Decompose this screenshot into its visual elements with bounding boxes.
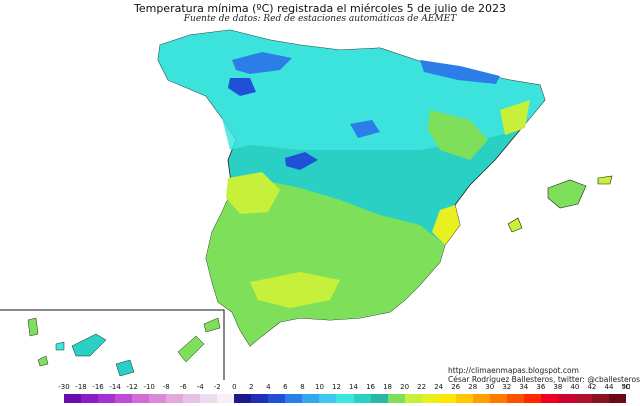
legend-swatch [540,394,559,403]
map-title: Temperatura mínima (ºC) registrada el mi… [133,2,507,15]
tenerife [71,333,107,357]
legend-tick: 8 [300,383,305,391]
legend-unit: ºC [622,383,631,391]
legend-swatch [506,394,525,403]
legend-tick: -18 [75,383,87,391]
mallorca [547,179,587,209]
legend-tick: 24 [434,383,444,391]
warm-extremadura [226,172,280,214]
legend-tick: 14 [349,383,358,391]
legend-swatch [183,394,201,403]
map-subtitle: Fuente de datos: Red de estaciones autom… [183,14,457,24]
legend-swatch [98,394,116,403]
legend-tick: 38 [553,383,563,391]
credit-url: http://climaenmapas.blogspot.com [448,366,579,375]
legend-swatch [370,394,389,403]
legend-swatch [574,394,593,403]
legend-swatch [336,394,354,403]
legend-swatch [438,394,457,403]
legend-swatch [285,394,303,403]
north-band [158,30,545,150]
legend-tick: -6 [179,383,187,391]
legend-swatch [608,394,627,403]
legend-tick: 36 [536,383,546,391]
legend-tick: -12 [126,383,138,391]
legend-tick: 22 [417,383,427,391]
cold-iberico [350,120,380,138]
legend-tick: 30 [485,383,495,391]
legend-tick: 26 [451,383,461,391]
cold-central [285,152,318,170]
legend-swatch [132,394,150,403]
legend-swatch [557,394,576,403]
warm-catalonia [500,100,530,135]
legend-tick: 44 [604,383,614,391]
legend-swatch [302,394,320,403]
legend-swatch [200,394,218,403]
warm-guadalquivir [250,272,340,308]
color-legend: -30 -18 -16 -14 -12 -10 -8 -6 -4 -2 0 2 4 6 8 10 12 14 16 1… [56,383,634,405]
legend-swatch [234,394,252,403]
warm-south [206,180,445,346]
credit: http://climaenmapas.blogspot.com César R… [448,366,640,384]
la-gomera [55,341,65,351]
legend-swatch [251,394,269,403]
legend-tick: -16 [92,383,104,391]
legend-tick: 42 [587,383,597,391]
legend-tick: 28 [468,383,478,391]
legend-tick: 18 [383,383,393,391]
lanzarote [203,317,221,333]
legend-swatch [404,394,423,403]
legend-swatch [217,394,235,403]
legend-swatch [149,394,167,403]
legend-tick: 34 [519,383,529,391]
menorca [597,175,613,185]
canary-inset-frame [0,309,225,380]
legend-swatch [353,394,372,403]
warm-east-coast [432,205,460,245]
legend-swatch [421,394,440,403]
legend-tick: 4 [266,383,271,391]
fuerteventura [177,335,205,363]
legend-tick: -2 [213,383,221,391]
legend-swatch [115,394,133,403]
legend-tick: 32 [502,383,512,391]
cold-cantabrian [232,52,292,74]
legend-tick: 12 [332,383,341,391]
legend-swatch [523,394,542,403]
legend-tick: 40 [570,383,580,391]
legend-tick: 10 [314,383,324,391]
legend-swatch [591,394,610,403]
el-hierro [37,355,49,367]
legend-tick: -30 [58,383,70,391]
credit-author: César Rodríguez Ballesteros, twitter: @c… [448,375,640,384]
legend-tick: 6 [283,383,288,391]
legend-swatch [319,394,337,403]
legend-tick: -14 [109,383,121,391]
legend-swatch [268,394,286,403]
legend-swatch [81,394,99,403]
legend-tick: 0 [232,383,237,391]
cold-pyrenees [420,60,500,84]
legend-tick: 50 [621,383,631,391]
legend-swatch [489,394,508,403]
legend-tick: 16 [366,383,375,391]
legend-tick: 20 [400,383,410,391]
legend-swatch [64,394,82,403]
warm-ebro [428,110,488,160]
legend-swatch [387,394,406,403]
legend-swatch [455,394,474,403]
legend-tick: -8 [162,383,170,391]
legend-swatch [472,394,491,403]
gran-canaria [115,359,135,377]
legend-tick: -10 [143,383,155,391]
legend-tick: 2 [249,383,254,391]
legend-tick: -4 [196,383,204,391]
la-palma [27,317,39,337]
cold-leon [228,78,256,96]
ibiza [507,217,523,233]
legend-swatch [166,394,184,403]
